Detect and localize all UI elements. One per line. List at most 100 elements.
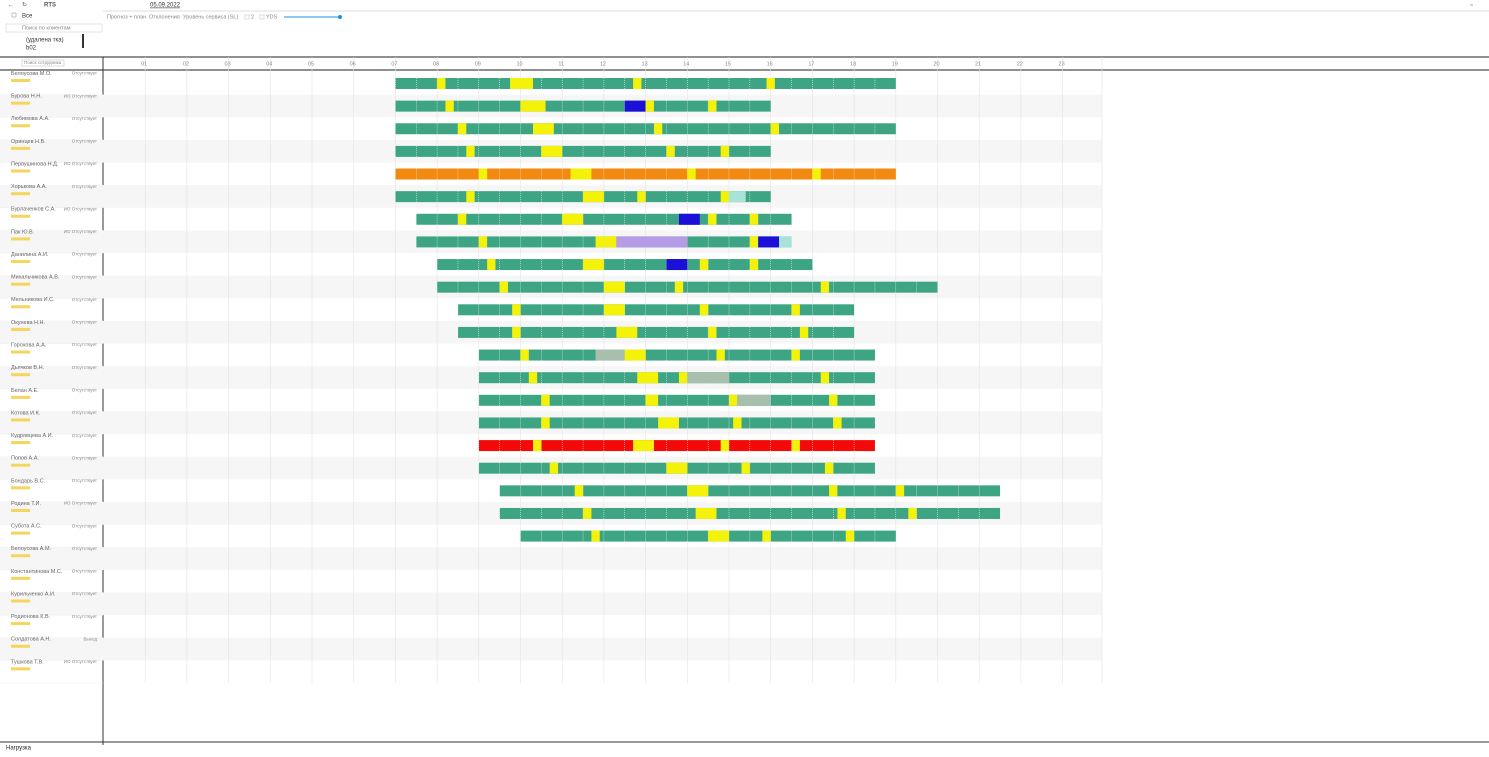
shift-segment bbox=[645, 394, 659, 406]
employee-name: Белоусова М.О. bbox=[11, 71, 52, 77]
role-tag bbox=[11, 418, 30, 422]
shift-segment bbox=[533, 440, 542, 452]
role-tag bbox=[11, 667, 30, 671]
shift-segment bbox=[478, 236, 488, 248]
shift-bar bbox=[395, 100, 771, 112]
employee-name: Солдатова А.Н. bbox=[11, 637, 51, 643]
mode[interactable]: RTS bbox=[44, 3, 56, 9]
shift-segment bbox=[749, 236, 759, 248]
employee-status: Отсутствует bbox=[72, 71, 97, 76]
refresh-icon: ↻ bbox=[22, 2, 27, 9]
employee-status: Отсутствует bbox=[72, 546, 97, 551]
shift-segment bbox=[699, 259, 709, 271]
employee-status: Отсутствует bbox=[72, 184, 97, 189]
close-icon[interactable]: « bbox=[1470, 2, 1473, 8]
shift-segment bbox=[770, 123, 780, 135]
shift-segment bbox=[624, 100, 646, 112]
shift-bar bbox=[395, 168, 896, 180]
tab[interactable]: Прогноз + план bbox=[107, 14, 146, 20]
shift-segment bbox=[749, 259, 759, 271]
shift-segment bbox=[729, 394, 738, 406]
employee-name: Родионова К.В. bbox=[11, 614, 51, 620]
shift-segment bbox=[645, 100, 654, 112]
shift-bar bbox=[416, 213, 792, 225]
back-icon: ← bbox=[8, 3, 14, 9]
shift-segment bbox=[512, 304, 521, 316]
shift-segment bbox=[729, 191, 746, 203]
hour-label: 09 bbox=[475, 61, 481, 67]
shift-segment bbox=[766, 78, 775, 89]
shift-segment bbox=[741, 462, 750, 474]
shift-bar bbox=[395, 78, 896, 89]
shift-segment bbox=[666, 259, 688, 271]
filter-item[interactable]: b02 bbox=[26, 46, 37, 52]
employee-name: Бондарь В.С. bbox=[11, 478, 46, 484]
shift-segment bbox=[624, 349, 646, 361]
employee-search[interactable] bbox=[21, 59, 65, 67]
shift-segment bbox=[445, 100, 454, 112]
shift-bar bbox=[499, 485, 1001, 497]
shift-segment bbox=[791, 304, 800, 316]
shift-bar bbox=[437, 281, 938, 293]
tab[interactable]: Отклонения bbox=[149, 14, 180, 20]
shift-segment bbox=[574, 485, 584, 497]
shift-bar bbox=[395, 123, 896, 135]
hour-label: 23 bbox=[1059, 61, 1065, 67]
role-tag bbox=[11, 327, 30, 331]
shift-segment bbox=[487, 259, 496, 271]
shift-segment bbox=[708, 213, 717, 225]
role-tag bbox=[11, 146, 30, 150]
employee-name: Бурова Н.Н. bbox=[11, 94, 42, 100]
hour-label: 17 bbox=[808, 61, 814, 67]
employee-name: Дьячков В.Н. bbox=[11, 365, 45, 371]
employee-name: Субота А.С. bbox=[11, 524, 42, 530]
shift-segment bbox=[791, 349, 800, 361]
shift-segment bbox=[687, 372, 729, 384]
employee-name: Тушкова Т.В. bbox=[11, 659, 44, 665]
row-band bbox=[0, 637, 1102, 661]
shift-segment bbox=[678, 213, 700, 225]
employee-status: Отсутствует bbox=[72, 433, 97, 438]
hour-label: 16 bbox=[767, 61, 773, 67]
employee-status: Отсутствует bbox=[72, 478, 97, 483]
employee-status: Отсутствует bbox=[72, 274, 97, 279]
hour-label: 04 bbox=[266, 61, 272, 67]
search-box[interactable] bbox=[5, 23, 103, 33]
shift-segment bbox=[908, 507, 917, 519]
tab[interactable]: Уровень сервиса (SL) bbox=[183, 14, 238, 20]
shift-segment bbox=[820, 372, 830, 384]
role-tag bbox=[11, 305, 30, 309]
employee-name: Белоусова А.М. bbox=[11, 546, 52, 552]
employee-name: Попов А.А. bbox=[11, 456, 39, 462]
role-tag bbox=[11, 554, 30, 558]
shift-segment bbox=[720, 440, 729, 452]
checkbox[interactable] bbox=[244, 14, 250, 20]
employee-status: Отсутствует bbox=[72, 139, 97, 144]
employee-status: Отсутствует bbox=[72, 252, 97, 257]
shift-bar bbox=[478, 349, 875, 361]
role-tag bbox=[11, 350, 30, 354]
row-band bbox=[0, 547, 1102, 570]
shift-segment bbox=[687, 485, 709, 497]
shift-segment bbox=[799, 326, 809, 338]
employee-status: Выход bbox=[84, 636, 98, 641]
search-placeholder: Поиск по клиентам bbox=[22, 25, 71, 31]
date[interactable]: 05.09.2022 bbox=[150, 3, 181, 9]
shift-segment bbox=[708, 326, 717, 338]
slider-handle[interactable] bbox=[338, 15, 342, 19]
shift-segment bbox=[791, 440, 800, 452]
role-tag bbox=[11, 282, 30, 286]
role-tag bbox=[11, 192, 30, 196]
employee-name: Котова И.К. bbox=[11, 410, 41, 416]
shift-bar bbox=[478, 440, 875, 452]
filter-all: Все bbox=[22, 14, 33, 20]
role-tag bbox=[11, 486, 30, 490]
employee-name: Первушинова Н.Д. bbox=[11, 161, 59, 167]
checkbox[interactable] bbox=[11, 12, 17, 18]
footer-title: Нагрузка bbox=[6, 746, 32, 752]
checkbox[interactable] bbox=[259, 14, 265, 20]
shift-segment bbox=[591, 530, 600, 542]
shift-segment bbox=[595, 236, 617, 248]
filter-item[interactable]: (удалена тка) bbox=[26, 38, 64, 44]
